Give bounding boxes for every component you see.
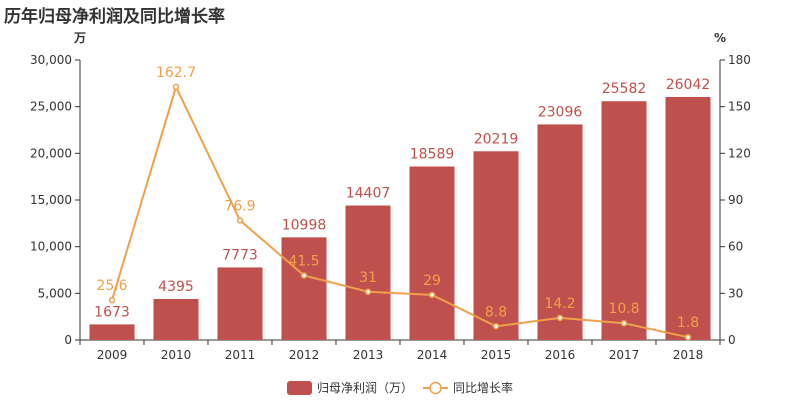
bar-series: 1673 4395 7773 10998 14407 18589 20219 23096 255… xyxy=(89,77,711,340)
left-axis-tick-label: 0 xyxy=(64,333,72,347)
bar-data-label: 14407 xyxy=(346,186,391,202)
left-axis-unit: 万 xyxy=(73,31,86,45)
right-axis-unit: % xyxy=(714,31,726,45)
growth-data-label: 31 xyxy=(359,270,377,286)
bar-data-label: 10998 xyxy=(282,217,327,233)
growth-data-label: 29 xyxy=(423,273,441,289)
growth-point-2011 xyxy=(236,217,244,224)
chart-title: 历年归母净利润及同比增长率 xyxy=(4,7,225,27)
right-axis-tick-label: 150 xyxy=(728,100,751,114)
left-axis-tick-label: 25,000 xyxy=(30,100,72,114)
bar-2014 xyxy=(409,166,455,340)
legend-bar-swatch xyxy=(287,381,312,395)
bar-data-label: 26042 xyxy=(666,77,711,93)
left-axis-tick-label: 5,000 xyxy=(38,286,72,300)
growth-rate-line xyxy=(111,84,689,339)
bar-2018 xyxy=(665,96,711,340)
x-axis-tick-label: 2011 xyxy=(225,348,256,362)
bar-data-label: 18589 xyxy=(410,147,455,163)
growth-point-2014 xyxy=(428,291,436,299)
legend-bar-label: 归母净利润（万） xyxy=(317,381,413,395)
growth-point-2018 xyxy=(684,333,692,341)
x-axis-tick-label: 2014 xyxy=(417,348,448,362)
right-axis-tick-label: 90 xyxy=(728,193,743,207)
x-axis-tick-label: 2015 xyxy=(481,348,512,362)
bar-2015 xyxy=(473,151,519,340)
growth-point-2017 xyxy=(620,319,628,327)
bar-2011 xyxy=(217,267,263,340)
bar-2013 xyxy=(345,205,391,340)
growth-data-label: 14.2 xyxy=(544,296,575,312)
growth-point-2013 xyxy=(364,288,372,296)
legend-line-marker xyxy=(429,381,442,395)
bar-data-label: 23096 xyxy=(538,104,583,120)
bar-2009 xyxy=(89,324,135,340)
x-axis-tick-label: 2012 xyxy=(289,348,320,362)
growth-point-2016 xyxy=(556,314,564,322)
right-axis-tick-label: 120 xyxy=(728,146,751,160)
x-axis-tick-label: 2018 xyxy=(673,348,704,362)
growth-data-label: 1.8 xyxy=(677,315,699,331)
growth-data-label: 162.7 xyxy=(156,65,196,81)
legend: 归母净利润（万） 同比增长率 xyxy=(287,380,513,395)
right-axis-tick-label: 0 xyxy=(728,333,736,347)
x-axis-tick-label: 2013 xyxy=(353,348,384,362)
bar-data-label: 25582 xyxy=(602,81,647,97)
growth-data-label: 76.9 xyxy=(224,198,255,214)
right-axis-tick-label: 180 xyxy=(728,53,751,67)
left-axis-tick-label: 20,000 xyxy=(30,146,72,160)
left-axis-tick-label: 10,000 xyxy=(30,240,72,254)
x-axis-tick-label: 2016 xyxy=(545,348,576,362)
bar-data-label: 1673 xyxy=(94,304,130,320)
legend-line-label: 同比增长率 xyxy=(453,380,513,395)
x-axis-tick-label: 2009 xyxy=(97,348,128,362)
growth-point-2009 xyxy=(108,296,116,304)
right-axis-tick-label: 30 xyxy=(728,286,743,300)
growth-data-label: 10.8 xyxy=(608,301,639,317)
x-axis-tick-label: 2017 xyxy=(609,348,640,362)
left-axis-tick-label: 30,000 xyxy=(30,53,72,67)
left-axis-tick-label: 15,000 xyxy=(30,193,72,207)
bar-2017 xyxy=(601,101,647,340)
growth-data-label: 41.5 xyxy=(288,253,319,269)
bar-2010 xyxy=(153,298,199,340)
bar-2012 xyxy=(281,237,327,340)
bar-data-label: 7773 xyxy=(222,247,258,263)
bar-2016 xyxy=(537,124,583,340)
growth-point-2012 xyxy=(300,272,308,279)
growth-point-2015 xyxy=(492,323,500,330)
x-axis-tick-label: 2010 xyxy=(161,348,192,362)
growth-data-label: 25.6 xyxy=(96,278,127,294)
line-series: 25.6 162.7 76.9 41.5 31 29 8.8 14.2 10.8 1.8 xyxy=(96,65,699,341)
axes: 0 5,000 10,000 15,000 20,000 25,000 30,000 0 30 6… xyxy=(30,31,751,362)
bar-data-label: 4395 xyxy=(158,279,194,295)
bar-data-label: 20219 xyxy=(474,131,519,147)
right-axis-tick-label: 60 xyxy=(728,240,743,254)
growth-point-2010 xyxy=(172,83,180,91)
growth-data-label: 8.8 xyxy=(485,304,507,320)
